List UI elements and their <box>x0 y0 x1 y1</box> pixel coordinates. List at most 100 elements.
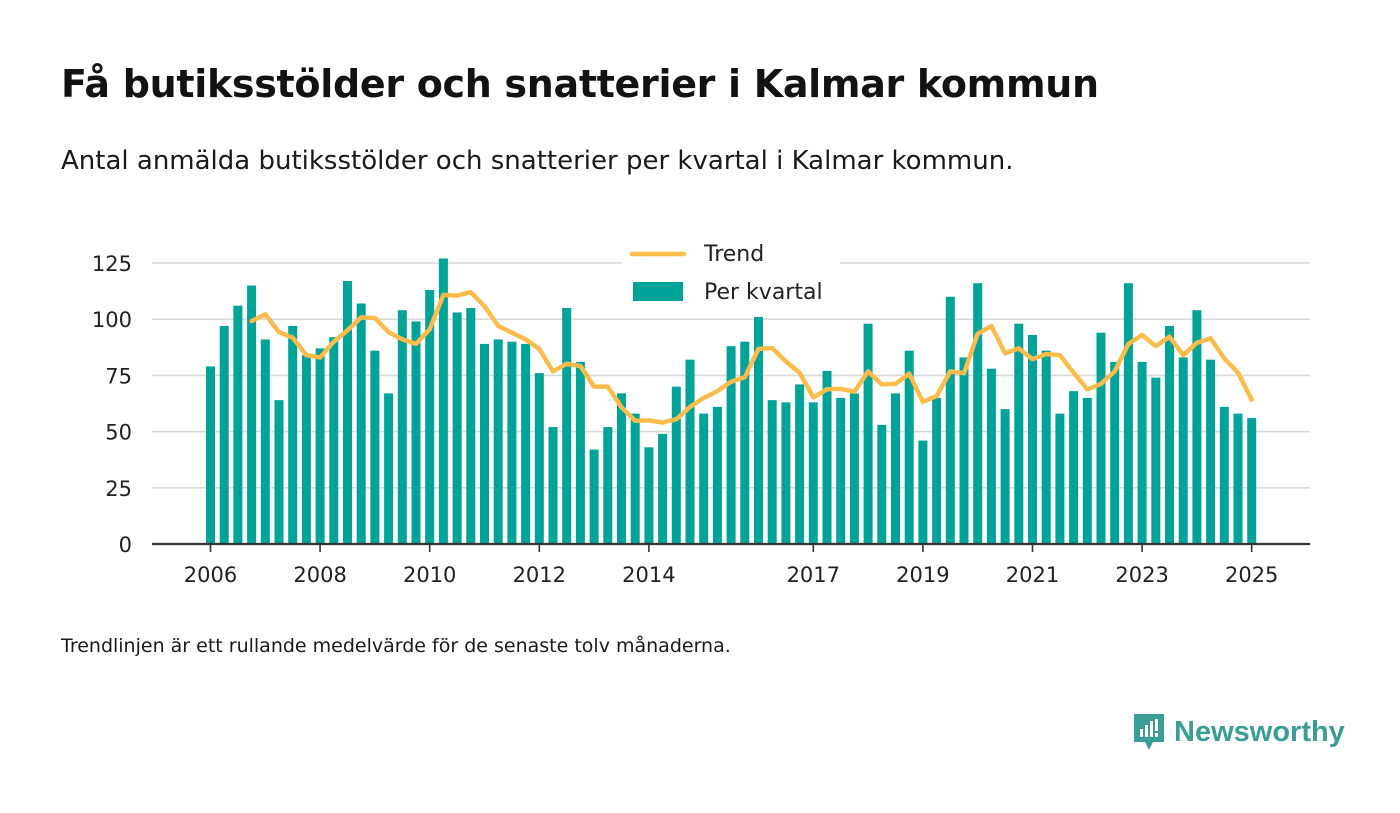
bar <box>1151 377 1161 544</box>
bar <box>904 350 914 544</box>
bar <box>1206 359 1216 544</box>
y-tick-label: 50 <box>105 421 132 445</box>
legend-trend-label: Trend <box>703 242 764 267</box>
bar <box>343 280 352 544</box>
bar <box>849 393 859 544</box>
bar <box>1055 413 1065 544</box>
bar <box>1000 409 1010 544</box>
bar <box>1110 361 1120 544</box>
bar <box>233 305 243 544</box>
x-tick-label: 2019 <box>896 563 949 587</box>
bar <box>438 258 448 544</box>
bar <box>315 348 325 544</box>
bar <box>740 341 750 544</box>
trend-line <box>249 289 1254 425</box>
y-tick-label: 0 <box>119 533 132 557</box>
brand-logo[interactable]: Newsworthy <box>1132 712 1345 752</box>
bar <box>863 323 873 544</box>
brand-name: Newsworthy <box>1174 715 1345 748</box>
bar <box>795 384 805 544</box>
bar <box>1165 325 1174 544</box>
bar <box>260 339 270 544</box>
footnote: Trendlinjen är ett rullande medelvärde f… <box>61 635 731 657</box>
bar <box>247 285 257 544</box>
bar <box>630 413 640 544</box>
x-tick-label: 2014 <box>622 563 675 587</box>
x-tick-label: 2006 <box>184 563 237 587</box>
x-tick-label: 2012 <box>513 563 566 587</box>
bar <box>973 283 983 544</box>
bar <box>452 312 462 544</box>
x-tick-label: 2017 <box>787 563 840 587</box>
x-tick-label: 2021 <box>1006 563 1059 587</box>
bar <box>411 321 421 544</box>
y-tick-label: 75 <box>105 364 132 388</box>
bar <box>301 355 311 544</box>
bar <box>1014 323 1024 544</box>
bar <box>425 289 435 544</box>
bar <box>534 373 544 544</box>
bar <box>1219 406 1229 544</box>
bar <box>644 447 654 544</box>
legend: Trend Per kvartal <box>622 236 840 312</box>
x-tick-label: 2010 <box>403 563 456 587</box>
bar <box>356 303 366 544</box>
bar <box>370 350 380 544</box>
bar <box>521 343 531 544</box>
bar <box>603 427 613 544</box>
bar <box>1041 350 1051 544</box>
bar <box>726 346 736 544</box>
bars-per-kvartal <box>206 258 1257 544</box>
bar <box>836 397 846 544</box>
bar <box>1069 391 1079 544</box>
bar <box>808 402 818 544</box>
bar <box>1178 357 1188 544</box>
bar <box>1096 332 1106 544</box>
y-tick-label: 25 <box>105 477 132 501</box>
x-tick-label: 2023 <box>1115 563 1168 587</box>
bar <box>781 402 791 544</box>
bar <box>617 393 626 544</box>
bar <box>767 400 777 544</box>
bar <box>932 397 942 544</box>
bar <box>1233 413 1243 544</box>
bar <box>986 368 996 544</box>
bar <box>288 325 298 544</box>
bar <box>384 393 394 544</box>
bar <box>548 427 558 544</box>
y-tick-label: 100 <box>92 308 132 332</box>
trend-line-layer <box>249 289 1254 425</box>
bar <box>1192 310 1202 544</box>
bar <box>822 370 832 544</box>
bar <box>329 337 339 544</box>
bar <box>219 325 229 544</box>
bar <box>891 393 900 544</box>
bar <box>918 440 928 544</box>
legend-bar-label: Per kvartal <box>704 280 823 305</box>
bar <box>754 316 763 544</box>
bar <box>466 307 476 544</box>
bar <box>712 406 722 544</box>
bar <box>480 343 489 544</box>
x-tick-label: 2008 <box>293 563 346 587</box>
bar <box>959 357 969 544</box>
bar <box>1123 283 1133 544</box>
bar <box>575 361 585 544</box>
bar <box>671 386 681 544</box>
x-axis: 2006 2008 2010 2012 2014 2017 2019 2021 2023 2025 <box>152 542 1310 587</box>
bar <box>1082 397 1092 544</box>
chart-title: Få butiksstölder och snatterier i Kalmar… <box>61 62 1099 106</box>
newsworthy-logo-icon <box>1134 714 1164 750</box>
bar <box>397 310 407 544</box>
bar <box>274 400 284 544</box>
bar <box>507 341 517 544</box>
bar <box>1028 334 1037 544</box>
bar <box>699 413 709 544</box>
legend-bar-swatch <box>633 282 683 301</box>
bar <box>877 424 887 544</box>
bar <box>945 296 955 544</box>
bar <box>1247 418 1257 544</box>
bar <box>658 433 668 544</box>
bar <box>1137 361 1147 544</box>
